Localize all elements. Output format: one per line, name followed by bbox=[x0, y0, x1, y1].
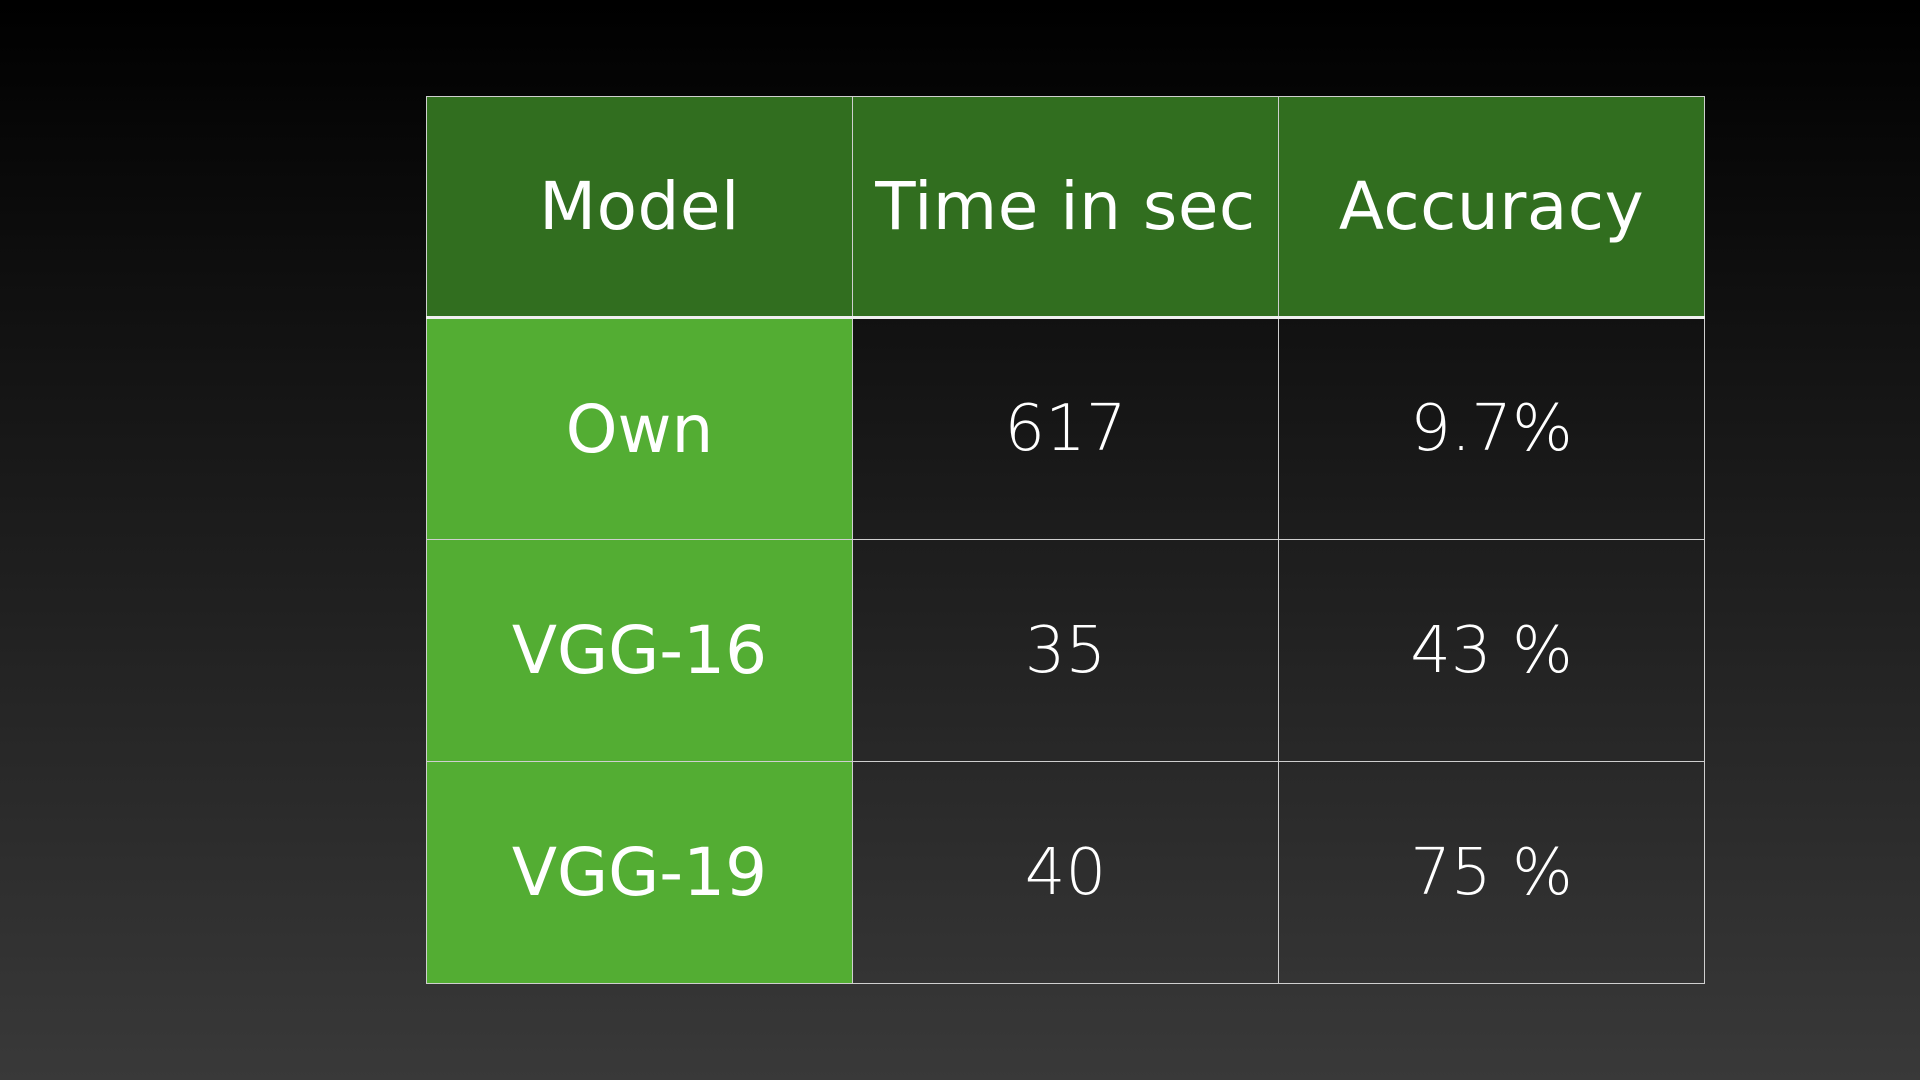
accuracy-cell: 9.7% bbox=[1278, 317, 1705, 540]
table-row: VGG-16 35 43 % bbox=[426, 539, 1705, 762]
accuracy-cell: 75 % bbox=[1278, 761, 1705, 984]
table-row: VGG-19 40 75 % bbox=[426, 761, 1705, 984]
model-cell: VGG-16 bbox=[426, 539, 853, 762]
column-header-time: Time in sec bbox=[852, 96, 1279, 319]
header-row: Model Time in sec Accuracy bbox=[426, 96, 1705, 319]
time-cell: 617 bbox=[852, 317, 1279, 540]
model-cell: VGG-19 bbox=[426, 761, 853, 984]
table-header: Model Time in sec Accuracy bbox=[426, 96, 1705, 319]
column-header-accuracy: Accuracy bbox=[1278, 96, 1705, 319]
results-table: Model Time in sec Accuracy Own 617 9.7% … bbox=[426, 96, 1705, 984]
time-cell: 35 bbox=[852, 539, 1279, 762]
column-header-model: Model bbox=[426, 96, 853, 319]
accuracy-cell: 43 % bbox=[1278, 539, 1705, 762]
table-row: Own 617 9.7% bbox=[426, 317, 1705, 540]
table-body: Own 617 9.7% VGG-16 35 43 % VGG-19 40 75… bbox=[426, 317, 1705, 984]
time-cell: 40 bbox=[852, 761, 1279, 984]
model-cell: Own bbox=[426, 317, 853, 540]
